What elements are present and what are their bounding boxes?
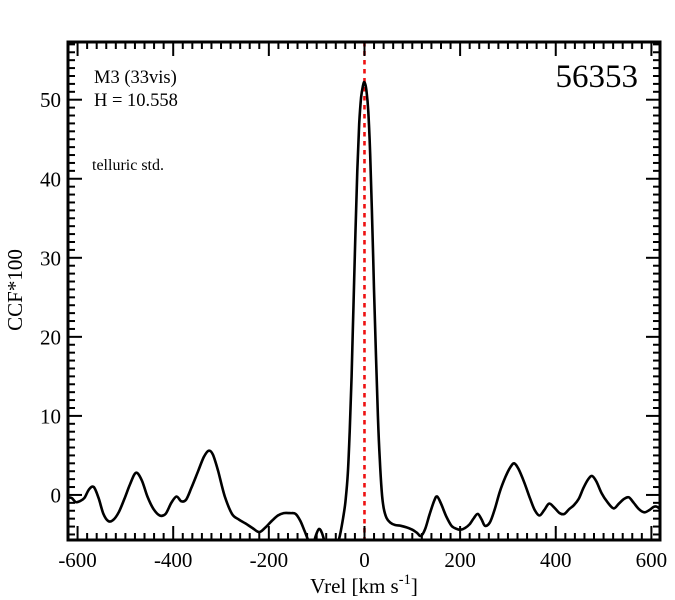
y-tick-label: 10	[40, 404, 61, 428]
cluster-label: M3 (33vis)	[94, 68, 177, 88]
x-tick-label: 400	[540, 548, 572, 572]
x-tick-label: -400	[154, 548, 193, 572]
magnitude-label: H = 10.558	[94, 91, 178, 111]
x-axis-label-bracket: ]	[411, 574, 418, 598]
x-axis-label-main: Vrel [km s	[310, 574, 399, 598]
y-tick-label: 20	[40, 325, 61, 349]
y-tick-label: 40	[40, 167, 61, 191]
y-tick-label: 30	[40, 246, 61, 270]
star-id-label: 56353	[556, 59, 639, 95]
x-axis-label: Vrel [km s-1]	[310, 572, 418, 598]
axis-tick-labels: -600 -400 -200 0 200 400 600 0 10 20 30 40 50	[40, 88, 667, 572]
plot-frame	[66, 40, 662, 542]
y-axis-label: CCF*100	[3, 249, 27, 331]
x-axis-label-superscript: -1	[399, 572, 411, 588]
x-tick-label: -200	[250, 548, 289, 572]
x-tick-label: 200	[444, 548, 476, 572]
x-tick-label: -600	[58, 548, 97, 572]
y-tick-label: 50	[40, 88, 61, 112]
telluric-label: telluric std.	[92, 157, 164, 174]
x-tick-label: 600	[636, 548, 668, 572]
ccf-curve	[68, 80, 660, 540]
y-tick-label: 0	[51, 483, 62, 507]
x-tick-label: 0	[359, 548, 370, 572]
plot-area	[68, 42, 660, 540]
